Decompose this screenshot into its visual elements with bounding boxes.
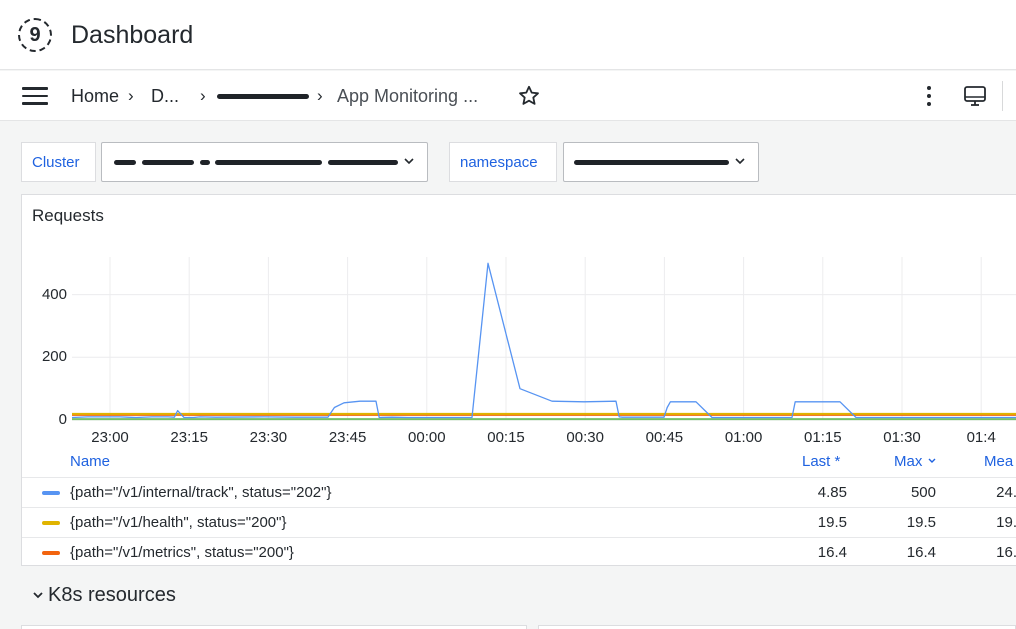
series-last: 4.85 — [817, 484, 847, 501]
series-max: 500 — [910, 484, 936, 501]
nav-divider — [1002, 81, 1003, 111]
series-mean: 16. — [996, 544, 1016, 561]
series-color-swatch — [42, 491, 60, 495]
x-tick-label: 23:15 — [170, 429, 208, 446]
nav-bar: Home › D... › › App Monitoring ... — [0, 71, 1016, 121]
x-tick-label: 00:30 — [566, 429, 604, 446]
namespace-select[interactable] — [563, 142, 759, 182]
x-tick-label: 01:30 — [883, 429, 921, 446]
x-tick-label: 01:15 — [804, 429, 842, 446]
series-last: 16.4 — [817, 544, 847, 561]
x-tick-label: 23:30 — [249, 429, 288, 446]
sort-chevron-down-icon — [928, 458, 936, 463]
breadcrumb-separator-icon: › — [200, 86, 206, 105]
x-tick-label: 01:4 — [966, 429, 996, 446]
breadcrumb-separator-icon: › — [128, 86, 134, 105]
hamburger-menu-icon[interactable] — [22, 87, 48, 105]
cluster-select[interactable] — [101, 142, 428, 182]
legend-header-max-label: Max — [894, 453, 923, 470]
app-logo-icon[interactable]: 9 — [18, 18, 52, 52]
logo-text: 9 — [29, 23, 41, 46]
legend-row[interactable]: {path="/v1/metrics", status="200"} 16.4 16… — [22, 537, 1016, 567]
series-max: 16.4 — [906, 544, 936, 561]
series-name: {path="/v1/metrics", status="200"} — [70, 544, 294, 561]
x-tick-label: 23:45 — [328, 429, 367, 446]
series-line-0[interactable] — [71, 262, 1016, 419]
breadcrumb-dashboards[interactable]: D... — [151, 86, 180, 106]
y-tick-label: 200 — [41, 348, 67, 366]
legend-header-name[interactable]: Name — [70, 453, 111, 470]
requests-chart[interactable] — [22, 195, 1016, 445]
x-tick-label: 01:00 — [724, 429, 763, 446]
x-tick-label: 00:45 — [645, 429, 684, 446]
series-color-swatch — [42, 521, 60, 525]
series-color-swatch — [42, 551, 60, 555]
kebab-menu-icon[interactable] — [917, 85, 941, 107]
y-tick-label: 0 — [58, 411, 67, 428]
x-tick-label: 00:15 — [487, 429, 525, 446]
requests-panel: Requests 0 200 400 23:00 23:15 23:30 23:45 00:0… — [21, 194, 1016, 566]
series-name: {path="/v1/internal/track", status="202"… — [70, 484, 332, 501]
series-mean: 24. — [996, 484, 1016, 501]
chevron-down-icon — [404, 158, 414, 165]
k8s-panel-stub — [21, 625, 527, 629]
breadcrumb-home[interactable]: Home — [71, 86, 120, 106]
series-last: 19.5 — [817, 514, 847, 531]
row-title-k8s-resources[interactable]: K8s resources — [48, 584, 176, 606]
breadcrumb-current: App Monitoring ... — [337, 86, 479, 106]
legend-row[interactable]: {path="/v1/health", status="200"} 19.5 19.… — [22, 507, 1016, 537]
breadcrumb-separator-icon: › — [317, 86, 323, 105]
series-mean: 19. — [996, 514, 1016, 531]
breadcrumb-folder-redacted[interactable] — [217, 94, 309, 99]
series-name: {path="/v1/health", status="200"} — [70, 514, 287, 531]
legend-header-mean[interactable]: Mea — [984, 453, 1014, 470]
namespace-variable-label: namespace — [449, 142, 557, 182]
x-tick-label: 00:00 — [408, 429, 446, 446]
legend-header-last[interactable]: Last * — [802, 453, 841, 470]
chevron-down-icon[interactable] — [32, 589, 44, 601]
k8s-panel-stub — [538, 625, 1016, 629]
tv-mode-icon[interactable] — [962, 84, 988, 108]
legend-row[interactable]: {path="/v1/internal/track", status="202"… — [22, 477, 1016, 507]
star-icon[interactable] — [517, 84, 541, 108]
y-tick-label: 400 — [41, 285, 67, 303]
x-tick-label: 23:00 — [91, 429, 129, 446]
legend-header-max[interactable]: Max — [894, 453, 937, 470]
page-title: Dashboard — [71, 21, 194, 49]
series-max: 19.5 — [906, 514, 936, 531]
panel-title: Requests — [32, 206, 104, 225]
chevron-down-icon — [735, 158, 745, 165]
top-header: 9 Dashboard — [0, 0, 1016, 70]
cluster-variable-label: Cluster — [21, 142, 96, 182]
